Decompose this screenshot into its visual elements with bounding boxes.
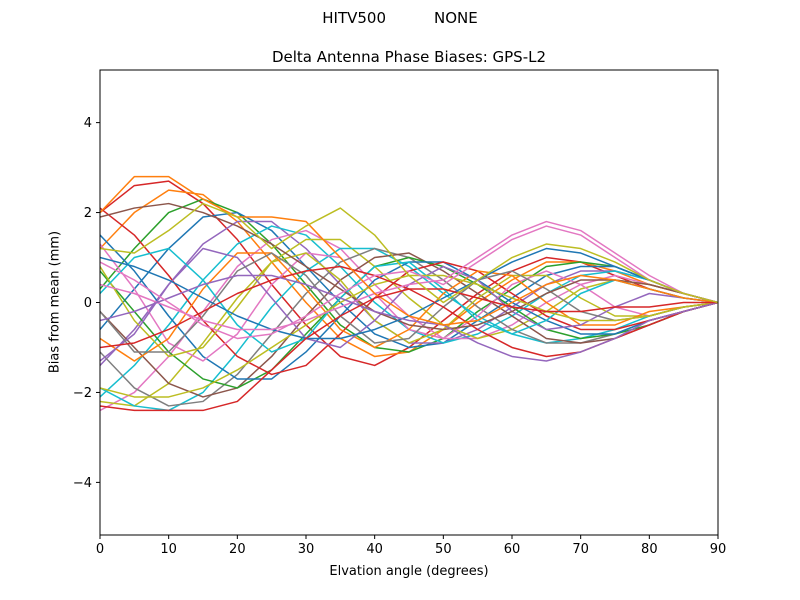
x-tick-label: 10 [160, 542, 177, 557]
y-axis-label: Bias from mean (mm) [47, 230, 63, 374]
series-line-16 [100, 252, 718, 358]
series-line-26 [100, 274, 718, 362]
x-tick-label: 70 [572, 542, 589, 557]
series-group [100, 175, 718, 412]
y-tick-label: 0 [84, 296, 92, 311]
series-line-25 [100, 220, 718, 331]
x-tick-label: 80 [641, 542, 658, 557]
y-tick-label: −4 [73, 476, 92, 491]
suptitle-station: HITV500 [322, 9, 387, 27]
y-tick-label: −2 [73, 386, 92, 401]
series-line-28 [100, 175, 718, 326]
x-tick-label: 0 [96, 542, 104, 557]
x-tick-label: 90 [710, 542, 727, 557]
series-line-12 [100, 256, 718, 389]
x-tick-label: 30 [298, 542, 315, 557]
y-tick-label: 4 [84, 116, 92, 131]
x-axis-label: Elvation angle (degrees) [329, 564, 489, 579]
axes-title: Delta Antenna Phase Biases: GPS-L2 [271, 48, 547, 66]
suptitle-mode: NONE [434, 9, 478, 27]
x-tick-label: 50 [435, 542, 452, 557]
x-tick-label: 60 [504, 542, 521, 557]
series-line-30 [100, 202, 718, 304]
series-line-27 [100, 225, 718, 340]
x-tick-label: 20 [229, 542, 246, 557]
x-tick-label: 40 [366, 542, 383, 557]
figure-suptitle: HITV500 NONE [0, 9, 800, 27]
y-tick-label: 2 [84, 206, 92, 221]
series-line-29 [100, 288, 718, 412]
series-line-17 [100, 252, 718, 362]
